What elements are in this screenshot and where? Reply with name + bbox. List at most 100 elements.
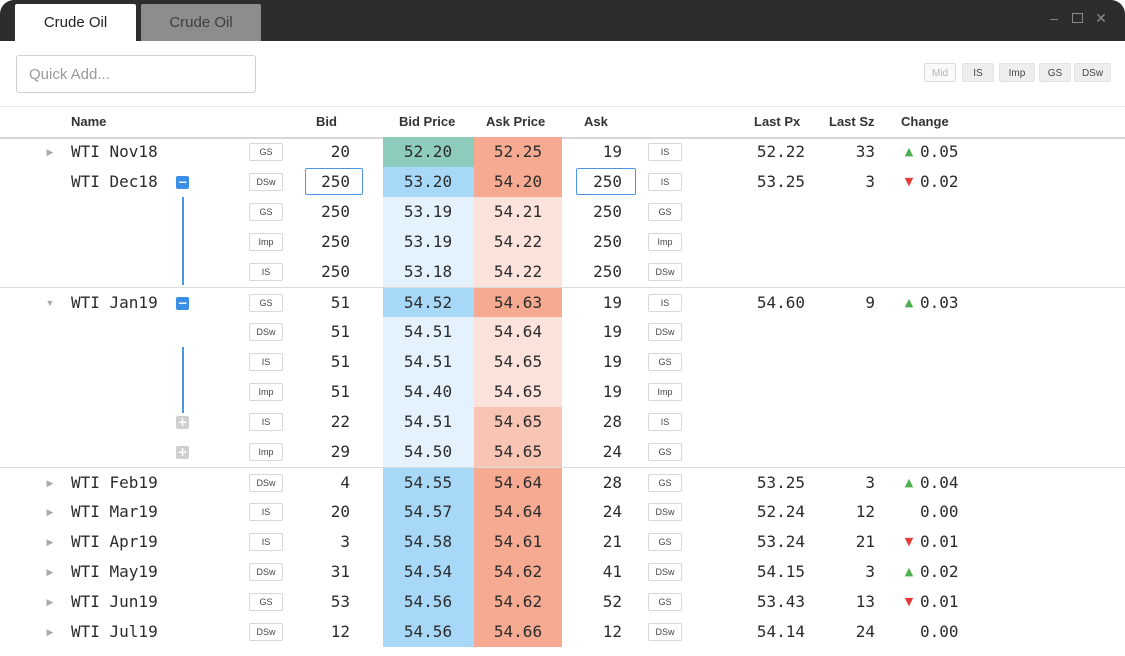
- collapse-icon[interactable]: −: [176, 296, 189, 310]
- table-row[interactable]: + Imp 29 54.50 54.65 24 GS: [0, 437, 1125, 467]
- dsw-button[interactable]: DSw: [1074, 63, 1111, 82]
- ask-source-tag[interactable]: IS: [648, 413, 682, 431]
- ask-source-tag[interactable]: DSw: [648, 503, 682, 521]
- caret-right-icon[interactable]: ▶: [46, 147, 54, 157]
- bid-source-tag[interactable]: DSw: [249, 323, 283, 341]
- ask-price[interactable]: 54.62: [493, 562, 543, 581]
- bid-size[interactable]: 51: [330, 293, 350, 312]
- bid-source-tag[interactable]: IS: [249, 413, 283, 431]
- ask-price[interactable]: 54.66: [493, 622, 543, 641]
- ask-price[interactable]: 54.63: [493, 293, 543, 312]
- bid-source-tag[interactable]: IS: [249, 503, 283, 521]
- column-header-ask[interactable]: Ask: [584, 114, 608, 129]
- column-header-ask-price[interactable]: Ask Price: [486, 114, 546, 129]
- bid-source-tag[interactable]: Imp: [249, 383, 283, 401]
- caret-right-icon[interactable]: ▶: [46, 597, 54, 607]
- bid-source-tag[interactable]: GS: [249, 294, 283, 312]
- ask-size[interactable]: 21: [602, 532, 622, 551]
- bid-price[interactable]: 54.55: [403, 473, 453, 492]
- caret-right-icon[interactable]: ▶: [46, 567, 54, 577]
- table-row[interactable]: ▶ WTI Jun19 GS 53 54.56 54.62 52 GS 53.43 13 ▼ 0.01: [0, 587, 1125, 617]
- bid-source-tag[interactable]: GS: [249, 593, 283, 611]
- is-button[interactable]: IS: [962, 63, 994, 82]
- ask-size[interactable]: 41: [602, 562, 622, 581]
- bid-price[interactable]: 53.20: [403, 172, 453, 191]
- bid-source-tag[interactable]: DSw: [249, 563, 283, 581]
- bid-price[interactable]: 53.19: [403, 202, 453, 221]
- bid-price[interactable]: 53.19: [403, 232, 453, 251]
- collapse-icon[interactable]: −: [176, 175, 189, 189]
- bid-price[interactable]: 54.40: [403, 382, 453, 401]
- bid-price[interactable]: 54.50: [403, 442, 453, 461]
- bid-size[interactable]: 53: [330, 592, 350, 611]
- table-row[interactable]: ▶ WTI Apr19 IS 3 54.58 54.61 21 GS 53.24 21 ▼ 0.01: [0, 527, 1125, 557]
- bid-price[interactable]: 54.51: [403, 322, 453, 341]
- quick-add-input[interactable]: [16, 55, 256, 93]
- bid-source-tag[interactable]: IS: [249, 263, 283, 281]
- ask-price[interactable]: 54.22: [493, 262, 543, 281]
- ask-size[interactable]: 52: [602, 592, 622, 611]
- caret-right-icon[interactable]: ▶: [46, 627, 54, 637]
- column-header-bid-price[interactable]: Bid Price: [399, 114, 456, 129]
- ask-source-tag[interactable]: IS: [648, 294, 682, 312]
- table-row[interactable]: IS 51 54.51 54.65 19 GS: [0, 347, 1125, 377]
- bid-price[interactable]: 54.51: [403, 412, 453, 431]
- bid-price[interactable]: 54.52: [403, 293, 453, 312]
- bid-source-tag[interactable]: IS: [249, 533, 283, 551]
- bid-source-tag[interactable]: GS: [249, 143, 283, 161]
- gs-button[interactable]: GS: [1039, 63, 1071, 82]
- bid-size[interactable]: 12: [330, 622, 350, 641]
- bid-price[interactable]: 52.20: [403, 142, 453, 161]
- table-row[interactable]: ▶ WTI Nov18 GS 20 52.20 52.25 19 IS 52.22 33 ▲ 0.05: [0, 137, 1125, 167]
- bid-source-tag[interactable]: DSw: [249, 173, 283, 191]
- ask-size[interactable]: 28: [602, 412, 622, 431]
- ask-source-tag[interactable]: DSw: [648, 263, 682, 281]
- ask-price[interactable]: 54.64: [493, 322, 543, 341]
- bid-price[interactable]: 54.54: [403, 562, 453, 581]
- ask-price[interactable]: 54.65: [493, 442, 543, 461]
- ask-size[interactable]: 19: [602, 322, 622, 341]
- table-row[interactable]: ▶ WTI Feb19 DSw 4 54.55 54.64 28 GS 53.25 3 ▲ 0.04: [0, 467, 1125, 498]
- tab-crude-oil-active[interactable]: Crude Oil: [15, 4, 136, 41]
- ask-price[interactable]: 54.62: [493, 592, 543, 611]
- table-row[interactable]: ▼ WTI Jan19 − GS 51 54.52 54.63 19 IS 54.60 9 ▲ 0.03: [0, 287, 1125, 318]
- ask-source-tag[interactable]: IS: [648, 173, 682, 191]
- ask-size[interactable]: 19: [602, 382, 622, 401]
- bid-price[interactable]: 54.58: [403, 532, 453, 551]
- maximize-icon[interactable]: [1069, 8, 1085, 28]
- ask-size[interactable]: 28: [602, 473, 622, 492]
- bid-size[interactable]: 3: [340, 532, 350, 551]
- ask-size[interactable]: 250: [593, 232, 622, 251]
- table-row[interactable]: WTI Dec18 − DSw 250 53.20 54.20 250 IS 53.25 3 ▼ 0.…: [0, 167, 1125, 197]
- ask-source-tag[interactable]: IS: [648, 143, 682, 161]
- bid-source-tag[interactable]: DSw: [249, 474, 283, 492]
- ask-size[interactable]: 19: [602, 293, 622, 312]
- bid-size[interactable]: 51: [330, 322, 350, 341]
- caret-right-icon[interactable]: ▶: [46, 478, 54, 488]
- expand-icon[interactable]: +: [176, 445, 189, 459]
- table-row[interactable]: Imp 250 53.19 54.22 250 Imp: [0, 227, 1125, 257]
- bid-source-tag[interactable]: DSw: [249, 623, 283, 641]
- ask-price[interactable]: 54.65: [493, 382, 543, 401]
- column-header-last-px[interactable]: Last Px: [754, 114, 801, 129]
- bid-source-tag[interactable]: GS: [249, 203, 283, 221]
- bid-price[interactable]: 54.56: [403, 592, 453, 611]
- ask-price[interactable]: 54.65: [493, 412, 543, 431]
- bid-price[interactable]: 53.18: [403, 262, 453, 281]
- ask-source-tag[interactable]: Imp: [648, 383, 682, 401]
- column-header-last-sz[interactable]: Last Sz: [829, 114, 875, 129]
- ask-source-tag[interactable]: GS: [648, 443, 682, 461]
- imp-button[interactable]: Imp: [999, 63, 1035, 82]
- bid-price[interactable]: 54.51: [403, 352, 453, 371]
- ask-source-tag[interactable]: GS: [648, 533, 682, 551]
- ask-source-tag[interactable]: DSw: [648, 563, 682, 581]
- bid-size[interactable]: 20: [330, 502, 350, 521]
- caret-right-icon[interactable]: ▶: [46, 507, 54, 517]
- ask-size[interactable]: 19: [602, 352, 622, 371]
- ask-source-tag[interactable]: GS: [648, 474, 682, 492]
- ask-source-tag[interactable]: Imp: [648, 233, 682, 251]
- mid-button[interactable]: Mid: [924, 63, 956, 82]
- bid-size[interactable]: 29: [330, 442, 350, 461]
- ask-source-tag[interactable]: GS: [648, 203, 682, 221]
- bid-size[interactable]: 4: [340, 473, 350, 492]
